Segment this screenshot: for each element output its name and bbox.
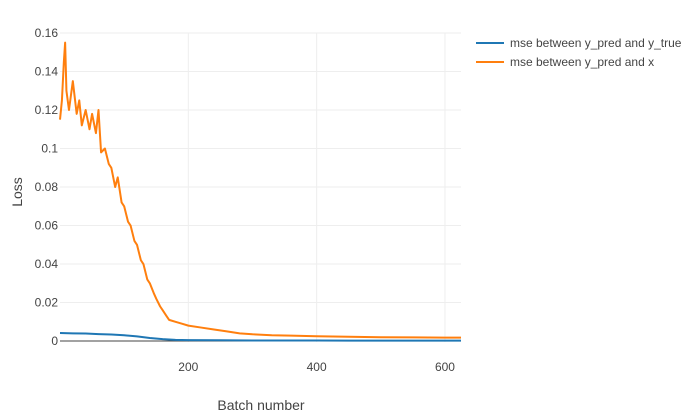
x-axis-title: Batch number [217, 397, 304, 413]
series-line-x [59, 41, 461, 339]
series-lines [59, 41, 461, 342]
x-tick-label: 200 [178, 360, 198, 374]
x-axis-ticks: 200 400 600 [178, 360, 455, 374]
x-tick-label: 600 [435, 360, 455, 374]
y-axis-title: Loss [9, 177, 25, 207]
x-tick-label: 400 [307, 360, 327, 374]
y-tick-label: 0 [51, 334, 58, 348]
y-tick-label: 0.1 [41, 142, 58, 156]
y-tick-label: 0.12 [35, 103, 59, 117]
grid [60, 32, 461, 342]
y-tick-label: 0.04 [35, 257, 59, 271]
y-tick-label: 0.02 [35, 296, 59, 310]
y-tick-label: 0.16 [35, 26, 59, 40]
series-line-y-true [59, 331, 461, 342]
y-axis-ticks: 0 0.02 0.04 0.06 0.08 0.1 0.12 0.14 0.16 [35, 26, 59, 348]
y-tick-label: 0.14 [35, 65, 59, 79]
y-tick-label: 0.06 [35, 219, 59, 233]
y-tick-label: 0.08 [35, 180, 59, 194]
legend-label-y-true: mse between y_pred and y_true [510, 36, 682, 50]
legend: mse between y_pred and y_true mse betwee… [476, 36, 682, 69]
legend-label-x: mse between y_pred and x [510, 55, 654, 69]
